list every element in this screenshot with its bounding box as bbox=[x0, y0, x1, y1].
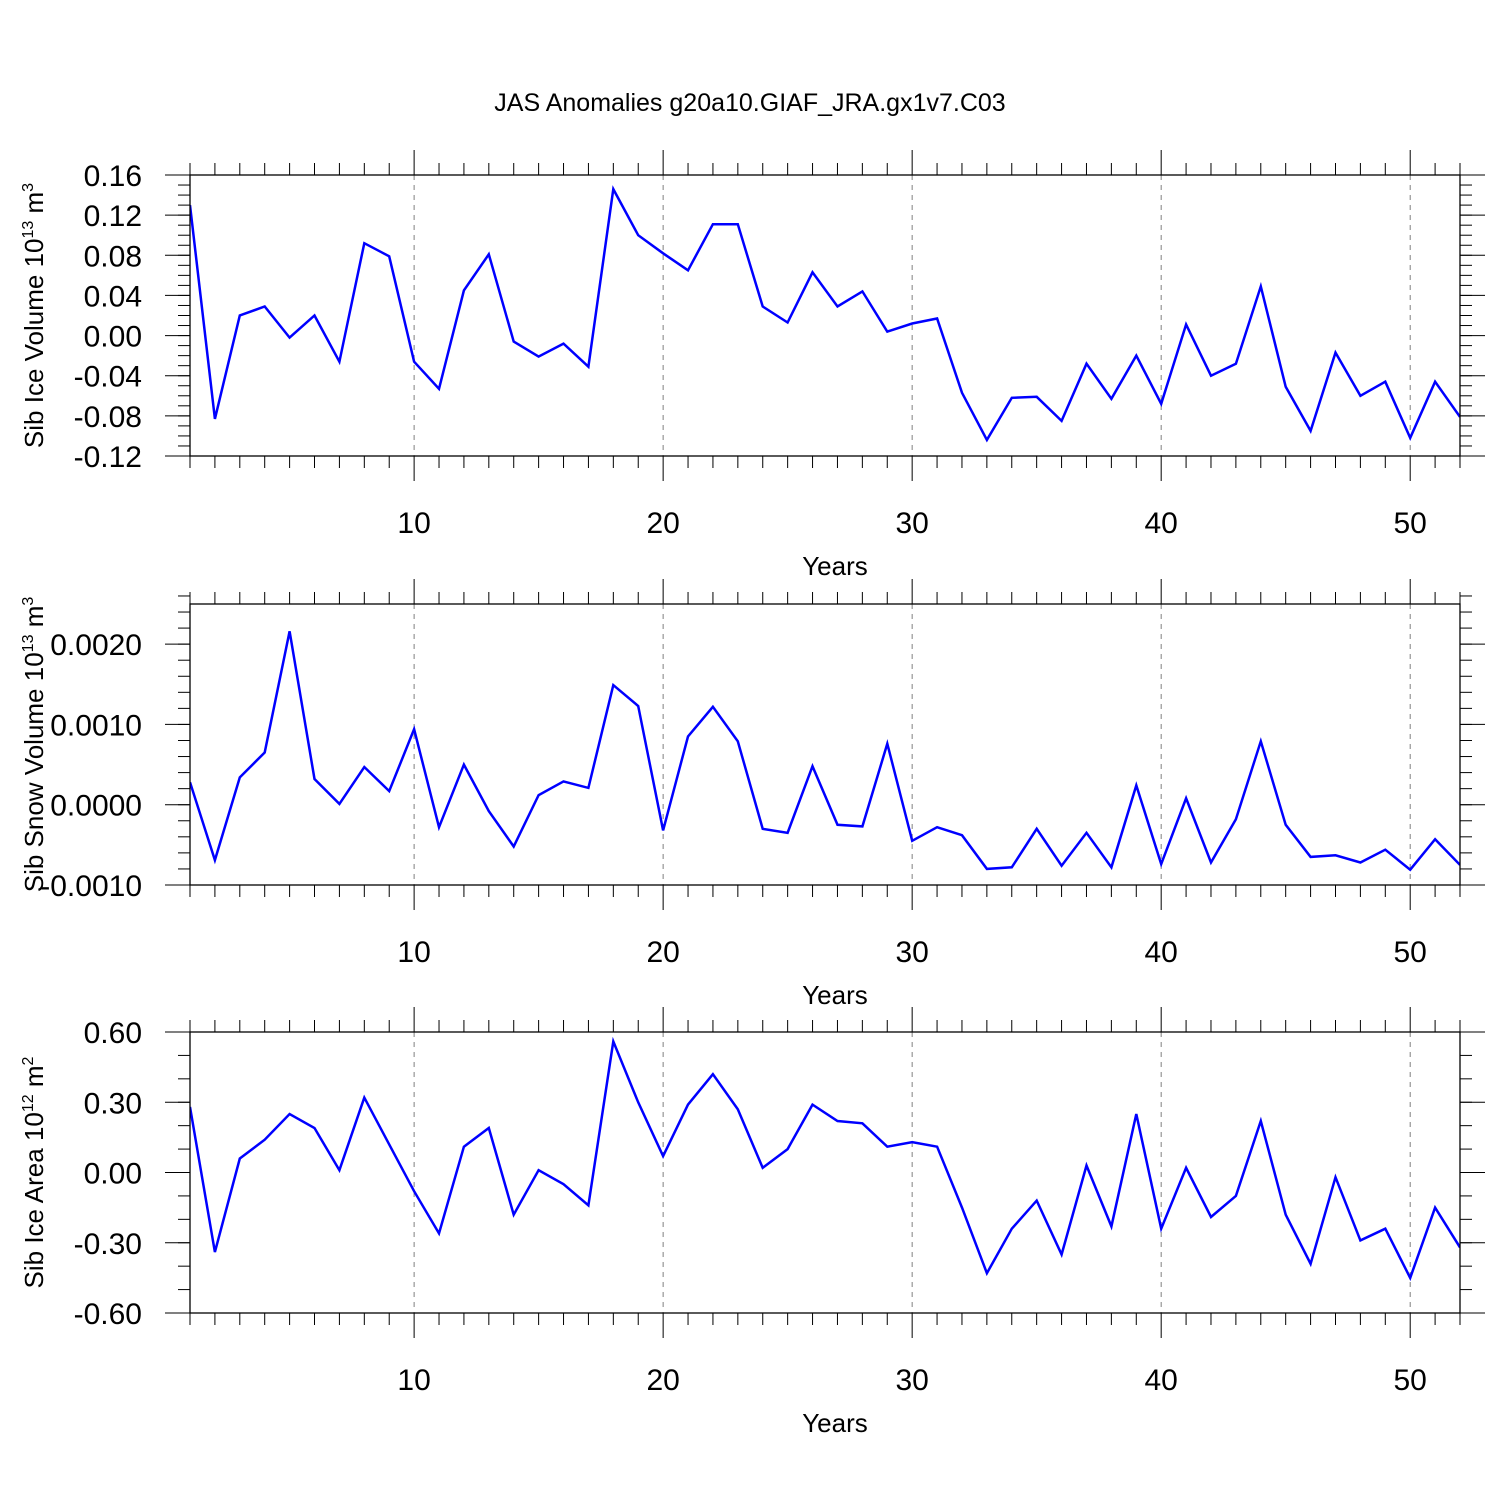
x-tick-label: 50 bbox=[1394, 936, 1427, 969]
y-tick-label: 0.08 bbox=[84, 240, 142, 273]
x-tick-label: 30 bbox=[895, 507, 928, 540]
y-axis-label: Sib Snow Volume 1013 m3 bbox=[19, 597, 49, 893]
y-axis-label-text: m bbox=[19, 192, 49, 221]
y-tick-label: 0.60 bbox=[84, 1017, 142, 1050]
x-axis-label: Years bbox=[802, 551, 868, 581]
y-tick-label: -0.08 bbox=[74, 401, 142, 434]
panels-container: -0.12 -0.08 -0.04 0.00 0.04 0.08 0.12 0.16 10 20 3… bbox=[19, 150, 1485, 1438]
y-tick-label: 0.0000 bbox=[50, 790, 142, 823]
y-tick-label: 0.00 bbox=[84, 321, 142, 354]
x-tick-label: 30 bbox=[895, 1364, 928, 1397]
y-axis-label-exponent: 12 bbox=[20, 1094, 37, 1112]
y-tick-label: -0.12 bbox=[74, 441, 142, 474]
series-line bbox=[190, 631, 1460, 872]
y-axis-label-text: m bbox=[19, 606, 49, 635]
y-axis-label-text: Sib Ice Area 10 bbox=[19, 1112, 49, 1288]
y-axis-label: Sib Ice Area 1012 m2 bbox=[19, 1056, 49, 1288]
plot-frame bbox=[189, 174, 1461, 457]
y-tick-label: 0.30 bbox=[84, 1087, 142, 1120]
y-tick-label: -0.0010 bbox=[40, 870, 142, 903]
y-tick-label: -0.30 bbox=[74, 1228, 142, 1261]
plot-frame bbox=[189, 1031, 1461, 1314]
plot-frame bbox=[189, 603, 1461, 886]
y-tick-label: 0.00 bbox=[84, 1158, 142, 1191]
y-tick-label: -0.04 bbox=[74, 361, 142, 394]
y-tick-label: 0.16 bbox=[84, 160, 142, 193]
y-tick-label: 0.0010 bbox=[50, 709, 142, 742]
x-tick-label: 40 bbox=[1144, 936, 1177, 969]
y-axis-label-exponent: 3 bbox=[20, 183, 37, 192]
y-axis-label-exponent: 13 bbox=[20, 221, 37, 239]
y-tick-label: -0.60 bbox=[74, 1298, 142, 1331]
x-tick-label: 40 bbox=[1144, 507, 1177, 540]
y-tick-label: 0.0020 bbox=[50, 629, 142, 662]
x-tick-label: 10 bbox=[397, 1364, 430, 1397]
panel-3: -0.60 -0.30 0.00 0.30 0.60 10 20 30 40 50 Years Sib… bbox=[19, 1007, 1485, 1438]
y-tick-label: 0.04 bbox=[84, 280, 142, 313]
x-tick-label: 10 bbox=[397, 936, 430, 969]
y-axis-label-text: Sib Ice Volume 10 bbox=[19, 239, 49, 449]
figure-title: JAS Anomalies g20a10.GIAF_JRA.gx1v7.C03 bbox=[494, 89, 1005, 117]
y-axis-label: Sib Ice Volume 1013 m3 bbox=[19, 183, 49, 448]
y-axis-label-text: Sib Snow Volume 10 bbox=[19, 652, 49, 892]
y-tick-label: 0.12 bbox=[84, 200, 142, 233]
x-tick-label: 30 bbox=[895, 936, 928, 969]
panel-2: -0.0010 0.0000 0.0010 0.0020 10 20 30 40 50 Years… bbox=[19, 579, 1485, 1010]
series-line bbox=[190, 185, 1460, 443]
panel-1: -0.12 -0.08 -0.04 0.00 0.04 0.08 0.12 0.16 10 20 3… bbox=[19, 150, 1485, 581]
y-axis-label-exponent: 13 bbox=[20, 634, 37, 652]
x-tick-label: 20 bbox=[646, 507, 679, 540]
x-tick-label: 50 bbox=[1394, 507, 1427, 540]
x-tick-label: 20 bbox=[646, 1364, 679, 1397]
x-axis-label: Years bbox=[802, 1408, 868, 1438]
y-axis-label-text: m bbox=[19, 1065, 49, 1094]
x-axis-label: Years bbox=[802, 980, 868, 1010]
y-axis-label-exponent: 3 bbox=[20, 597, 37, 606]
x-tick-label: 10 bbox=[397, 507, 430, 540]
x-tick-label: 50 bbox=[1394, 1364, 1427, 1397]
x-tick-label: 20 bbox=[646, 936, 679, 969]
x-tick-label: 40 bbox=[1144, 1364, 1177, 1397]
y-axis-label-exponent: 2 bbox=[20, 1056, 37, 1065]
series-line bbox=[190, 1036, 1460, 1282]
